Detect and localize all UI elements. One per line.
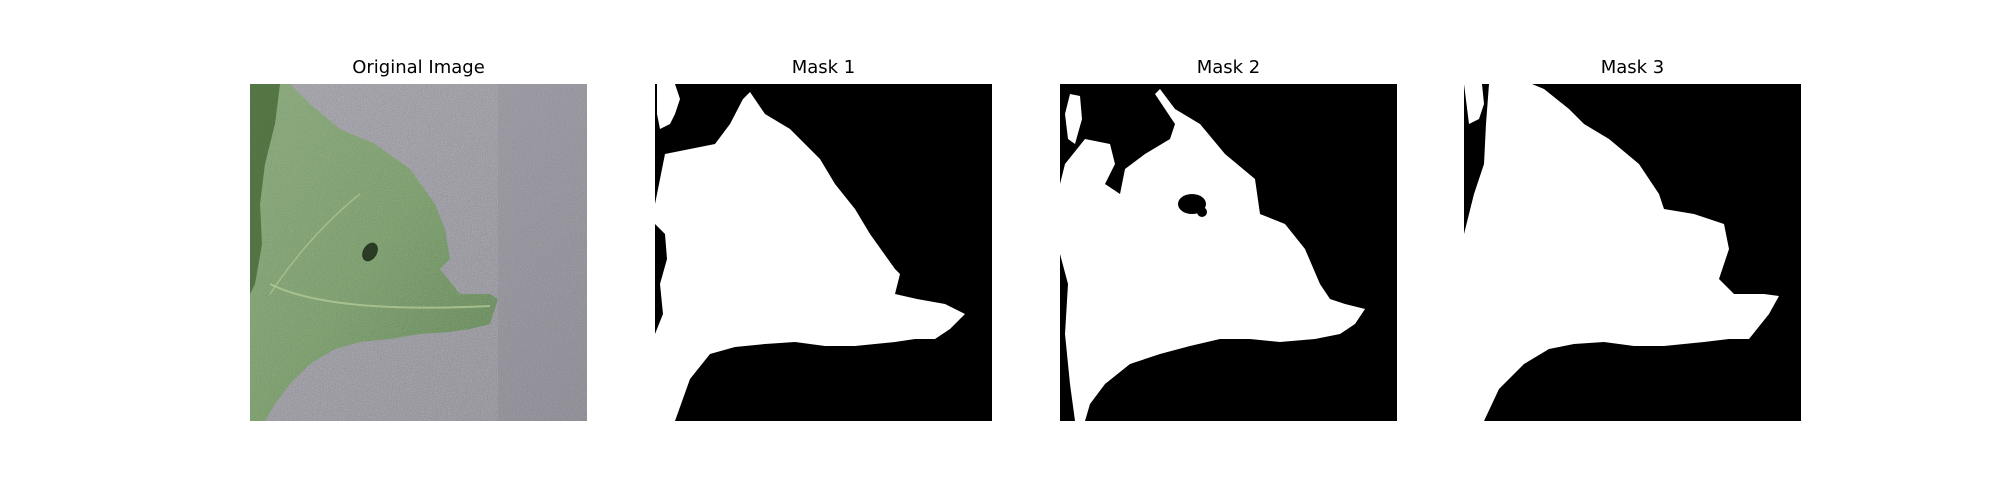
panel-title: Mask 3 [1600,57,1665,78]
mask-2-image [1060,84,1397,421]
panel-title: Original Image [352,57,485,78]
leaf-photo [250,84,587,421]
panel-title: Mask 2 [1196,57,1261,78]
mask-1-image [655,84,992,421]
panel-title: Mask 1 [791,57,856,78]
mask-3-image [1464,84,1801,421]
